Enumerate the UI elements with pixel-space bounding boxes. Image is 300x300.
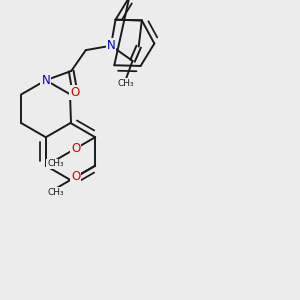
Text: O: O (70, 86, 80, 99)
Text: O: O (71, 142, 80, 155)
Text: O: O (71, 170, 80, 184)
Text: CH₃: CH₃ (47, 159, 64, 168)
Text: N: N (41, 74, 50, 87)
Text: N: N (106, 39, 115, 52)
Text: CH₃: CH₃ (117, 79, 134, 88)
Text: CH₃: CH₃ (47, 188, 64, 197)
